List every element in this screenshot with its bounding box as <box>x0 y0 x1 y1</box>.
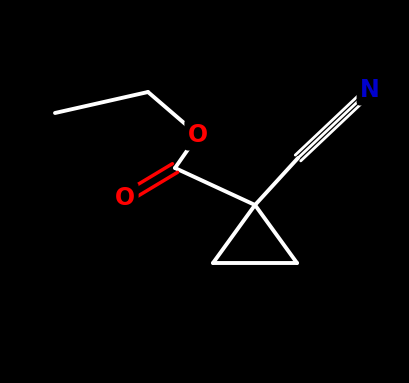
Text: O: O <box>187 123 207 147</box>
Text: O: O <box>115 186 135 210</box>
Text: N: N <box>359 78 379 102</box>
